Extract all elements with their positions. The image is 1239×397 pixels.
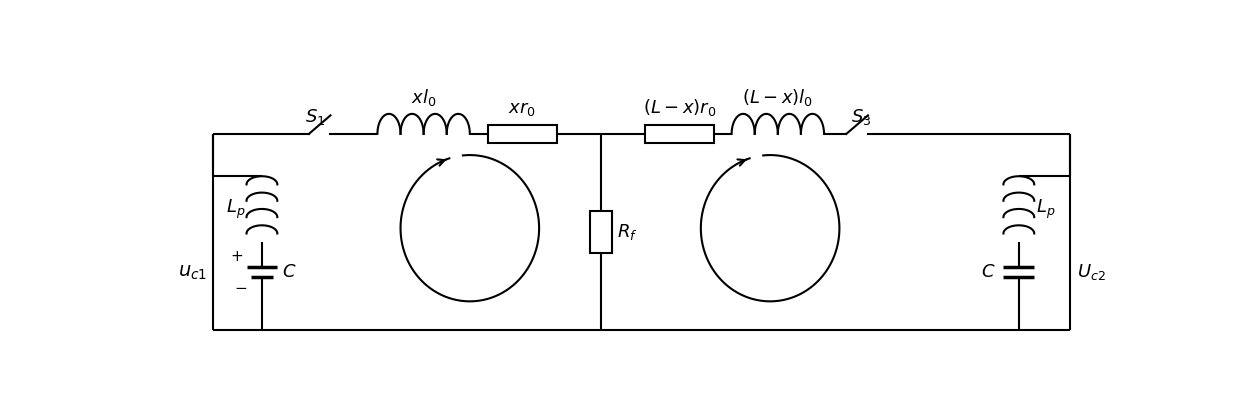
Text: +: + [230, 249, 243, 264]
Text: $C$: $C$ [282, 264, 296, 281]
Text: $xl_0$: $xl_0$ [411, 87, 436, 108]
Text: $(L-x)r_0$: $(L-x)r_0$ [643, 98, 716, 118]
Text: $(L-x)l_0$: $(L-x)l_0$ [742, 87, 813, 108]
Text: $xr_0$: $xr_0$ [508, 100, 536, 118]
Bar [487, 125, 556, 143]
Text: $S_3$: $S_3$ [851, 107, 872, 127]
Text: $L_p$: $L_p$ [225, 197, 245, 221]
Text: $S_1$: $S_1$ [305, 107, 326, 127]
Text: $C$: $C$ [981, 264, 996, 281]
Text: $U_{c2}$: $U_{c2}$ [1077, 262, 1105, 283]
Text: $u_{c1}$: $u_{c1}$ [178, 263, 207, 282]
Bar [644, 125, 714, 143]
Text: $R_f$: $R_f$ [617, 222, 637, 242]
Bar [590, 211, 612, 253]
Text: −: − [234, 281, 248, 295]
Text: $L_p$: $L_p$ [1036, 197, 1056, 221]
